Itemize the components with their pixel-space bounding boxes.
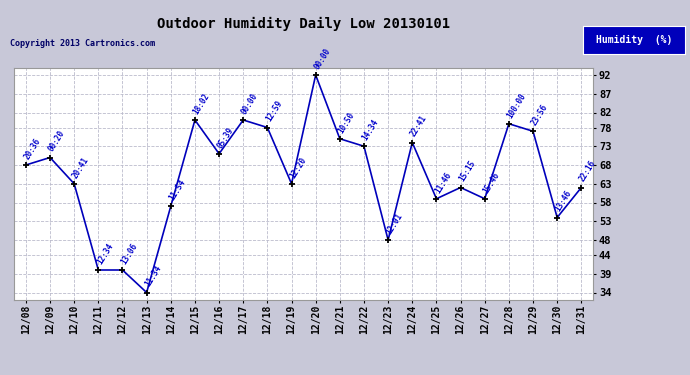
Text: 10:50: 10:50 bbox=[336, 110, 356, 135]
Text: 14:34: 14:34 bbox=[360, 118, 380, 142]
Text: 00:00: 00:00 bbox=[312, 46, 332, 71]
Text: 00:00: 00:00 bbox=[239, 92, 259, 116]
Text: 12:01: 12:01 bbox=[384, 211, 404, 236]
Text: Outdoor Humidity Daily Low 20130101: Outdoor Humidity Daily Low 20130101 bbox=[157, 17, 450, 31]
Text: 11:46: 11:46 bbox=[433, 170, 453, 195]
Text: 13:06: 13:06 bbox=[119, 242, 139, 266]
Text: 05:39: 05:39 bbox=[215, 125, 235, 150]
Text: 13:46: 13:46 bbox=[553, 189, 573, 213]
Text: 12:34: 12:34 bbox=[95, 242, 115, 266]
Text: 22:16: 22:16 bbox=[578, 159, 598, 183]
Text: Humidity  (%): Humidity (%) bbox=[596, 35, 672, 45]
Text: 15:46: 15:46 bbox=[481, 170, 501, 195]
Text: 12:20: 12:20 bbox=[288, 155, 308, 180]
Text: 11:54: 11:54 bbox=[167, 178, 187, 202]
Text: Copyright 2013 Cartronics.com: Copyright 2013 Cartronics.com bbox=[10, 39, 155, 48]
Text: 00:20: 00:20 bbox=[46, 129, 66, 153]
Text: 20:36: 20:36 bbox=[22, 136, 42, 161]
Text: 23:56: 23:56 bbox=[529, 103, 549, 127]
Text: 22:41: 22:41 bbox=[408, 114, 428, 138]
Text: 15:15: 15:15 bbox=[457, 159, 477, 183]
Text: 20:41: 20:41 bbox=[70, 155, 90, 180]
Text: 12:59: 12:59 bbox=[264, 99, 284, 123]
Text: 100:00: 100:00 bbox=[505, 91, 528, 120]
Text: 18:02: 18:02 bbox=[191, 92, 211, 116]
Text: 11:34: 11:34 bbox=[143, 264, 163, 288]
